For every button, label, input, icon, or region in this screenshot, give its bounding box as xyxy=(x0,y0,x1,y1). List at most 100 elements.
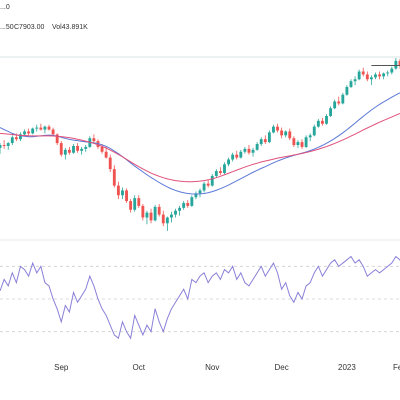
candle-body xyxy=(165,217,169,224)
x-tick-label: 2023 xyxy=(338,363,356,372)
candle-body xyxy=(104,151,108,158)
candle-body xyxy=(2,145,6,146)
candle-body xyxy=(284,131,288,136)
candle-body xyxy=(365,74,369,80)
candle-body xyxy=(320,120,324,124)
candle-body xyxy=(182,203,186,208)
rsi-line xyxy=(0,255,400,340)
candle-body xyxy=(157,206,161,215)
candle-body xyxy=(80,148,84,151)
candle-body xyxy=(14,137,18,140)
candle-body xyxy=(267,132,271,143)
candle-body xyxy=(23,131,26,135)
open-value: ...50 xyxy=(0,24,14,31)
candle-body xyxy=(259,139,263,145)
candle-body xyxy=(378,74,381,77)
candle-body xyxy=(161,214,165,224)
candle-body xyxy=(357,71,361,80)
x-tick-label: Oct xyxy=(133,363,146,372)
rsi-layer xyxy=(0,255,400,340)
candle-body xyxy=(361,71,365,75)
candle-body xyxy=(145,212,149,218)
candle-body xyxy=(43,126,47,130)
candle-body xyxy=(153,206,157,221)
candle-body xyxy=(133,198,137,210)
moving-averages-layer xyxy=(0,92,400,195)
candle-body xyxy=(341,94,345,104)
close-value: C7903.00 xyxy=(14,24,45,31)
candle-body xyxy=(382,73,386,77)
candle-body xyxy=(316,120,320,127)
candle-body xyxy=(190,197,194,206)
candle-body xyxy=(210,175,214,186)
candle-body xyxy=(374,74,377,78)
candle-body xyxy=(251,149,255,153)
candle-body xyxy=(345,87,349,95)
candle-body xyxy=(349,81,353,87)
x-tick-label: Dec xyxy=(274,363,288,372)
candle-body xyxy=(92,138,96,142)
candle-body xyxy=(186,203,190,206)
x-tick-label: Feb xyxy=(393,363,400,372)
candle-body xyxy=(231,154,235,160)
chart-header: ...0 ...50 C7903.00 Vol43.891K xyxy=(0,0,400,40)
candle-body xyxy=(10,137,14,144)
candle-body xyxy=(170,214,173,218)
candle-body xyxy=(72,145,75,153)
candle-body xyxy=(214,171,218,176)
candle-body xyxy=(386,72,390,74)
candle-body xyxy=(272,126,275,133)
candle-body xyxy=(174,210,177,215)
rsi-levels-layer xyxy=(0,265,400,333)
candle-body xyxy=(292,138,296,145)
candle-body xyxy=(137,198,141,206)
candle-body xyxy=(296,142,300,145)
candle-body xyxy=(329,108,333,116)
candle-body xyxy=(149,212,153,221)
candle-body xyxy=(333,101,337,109)
candle-body xyxy=(27,131,31,134)
candle-body xyxy=(76,145,80,151)
candle-body xyxy=(100,146,104,152)
time-axis: Sep Oct Nov Dec 2023 Feb xyxy=(54,363,400,372)
candle-body xyxy=(55,134,59,144)
candle-body xyxy=(390,68,394,73)
x-tick-label: Nov xyxy=(205,363,219,372)
candle-body xyxy=(125,190,128,202)
candle-body xyxy=(223,164,226,174)
candle-body xyxy=(51,129,55,135)
candle-body xyxy=(59,143,63,155)
fast-ma-line xyxy=(0,92,400,195)
candle-body xyxy=(235,154,239,158)
candle-body xyxy=(178,207,182,211)
candle-body xyxy=(288,131,292,139)
candle-body xyxy=(6,143,10,146)
candle-body xyxy=(31,128,35,134)
candle-body xyxy=(116,185,120,196)
candle-body xyxy=(239,151,243,158)
candle-body xyxy=(263,139,267,143)
candle-body xyxy=(276,126,279,131)
candle-body xyxy=(112,169,116,186)
x-tick-label: Sep xyxy=(54,363,69,372)
candle-body xyxy=(312,126,316,136)
candle-body xyxy=(39,127,43,130)
volume-value: Vol43.891K xyxy=(52,24,88,31)
candle-body xyxy=(308,135,312,138)
candle-body xyxy=(63,149,67,155)
candle-body xyxy=(198,190,202,194)
candle-body xyxy=(300,142,304,147)
candle-body xyxy=(47,126,51,130)
candle-body xyxy=(129,201,133,210)
candle-body xyxy=(247,148,251,153)
candle-body xyxy=(369,77,373,80)
candle-body xyxy=(227,159,230,165)
candle-body xyxy=(108,157,112,170)
candle-body xyxy=(206,183,210,186)
candle-body xyxy=(218,171,222,174)
candle-body xyxy=(202,183,206,191)
candle-body xyxy=(337,101,341,104)
candles-layer xyxy=(0,58,400,232)
candle-body xyxy=(280,130,284,136)
